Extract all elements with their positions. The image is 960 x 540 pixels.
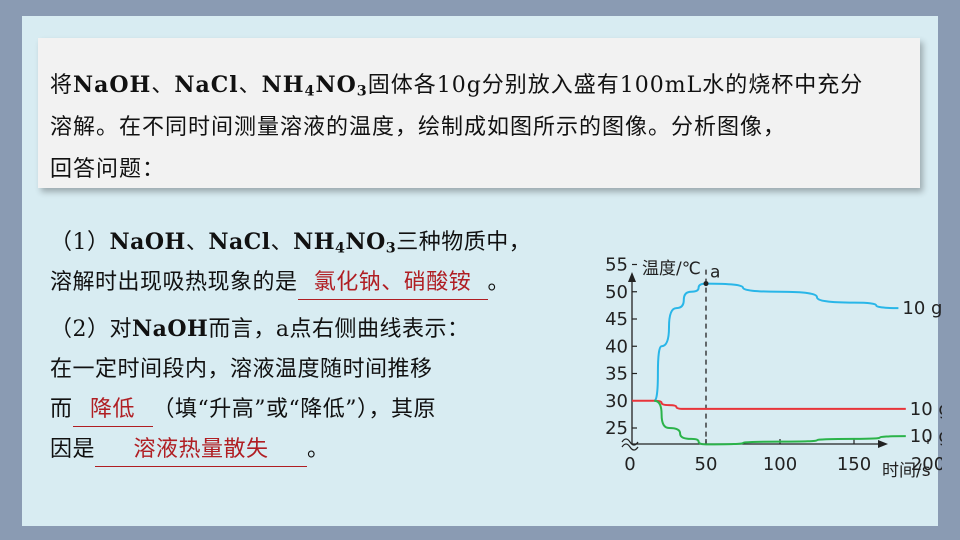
part2-line-1: （2）对NaOH而言，a点右侧曲线表示：	[50, 316, 470, 342]
y-tick-label: 45	[605, 309, 628, 330]
axis-break-mark	[621, 443, 639, 451]
answer-reason: 溶液热量散失	[95, 434, 308, 467]
part1-line-2: 溶解时出现吸热现象的是 氯化钠、硝酸铵。	[50, 263, 570, 303]
y-tick-label: 50	[605, 282, 628, 303]
x-tick-label: 200	[911, 454, 942, 475]
slide-frame: 将NaOH、NaCl、NH4NO3固体各10g分别放入盛有100mL水的烧杯中充…	[22, 16, 942, 526]
answer-trend: 降低	[72, 394, 153, 427]
y-tick-label: 30	[605, 391, 628, 412]
question-line-1: 将NaOH、NaCl、NH4NO3固体各10g分别放入盛有100mL水的烧杯中充…	[50, 72, 864, 100]
x-tick-label: 50	[695, 454, 718, 475]
annotation-label: a	[710, 263, 720, 283]
series-line-1	[653, 282, 899, 402]
axis-break-mark	[621, 438, 639, 446]
part2-line-2: 在一定时间段内，溶液温度随时间推移	[50, 357, 433, 382]
part1-line-1: （1）NaOH、NaCl、NH4NO3三种物质中，	[50, 229, 532, 257]
x-tick-label: 150	[837, 454, 871, 475]
annotation-point	[703, 281, 709, 287]
y-tick-label: 25	[605, 418, 628, 439]
series-line-2	[632, 399, 906, 410]
question-line-3: 回答问题：	[50, 157, 166, 182]
y-axis-label: 温度/℃	[642, 259, 701, 279]
part2-line-4: 因是 溶液热量散失。	[50, 430, 570, 470]
series-label-2: 10 g NaCl	[910, 399, 942, 420]
x-tick-label: 0	[624, 454, 635, 475]
y-tick-label: 40	[605, 336, 628, 357]
x-axis-arrow	[878, 440, 888, 448]
series-label-1: 10 g NaOH	[902, 298, 942, 319]
x-tick-label: 100	[763, 454, 797, 475]
answer-endothermic: 氯化钠、硝酸铵	[297, 267, 488, 300]
y-tick-label: 35	[605, 364, 628, 385]
part2-line-3: 而降低 （填“升高”或“降低”），其原	[50, 390, 570, 430]
y-tick-label: 55	[605, 255, 628, 276]
y-axis-arrow	[628, 272, 636, 282]
question-line-2: 溶解。在不同时间测量溶液的温度，绘制成如图所示的图像。分析图像，	[50, 115, 787, 140]
sub-questions: （1）NaOH、NaCl、NH4NO3三种物质中， 溶解时出现吸热现象的是 氯化钠…	[50, 222, 570, 470]
series-label-3: 10 g NH4NO3	[910, 426, 942, 450]
x-axis-label: 时间/s	[882, 461, 931, 481]
question-box: 将NaOH、NaCl、NH4NO3固体各10g分别放入盛有100mL水的烧杯中充…	[38, 38, 920, 188]
temperature-time-chart: 2530354045505560050100150200温度/℃时间/s10 g…	[605, 248, 942, 481]
series-line-3	[654, 399, 906, 446]
